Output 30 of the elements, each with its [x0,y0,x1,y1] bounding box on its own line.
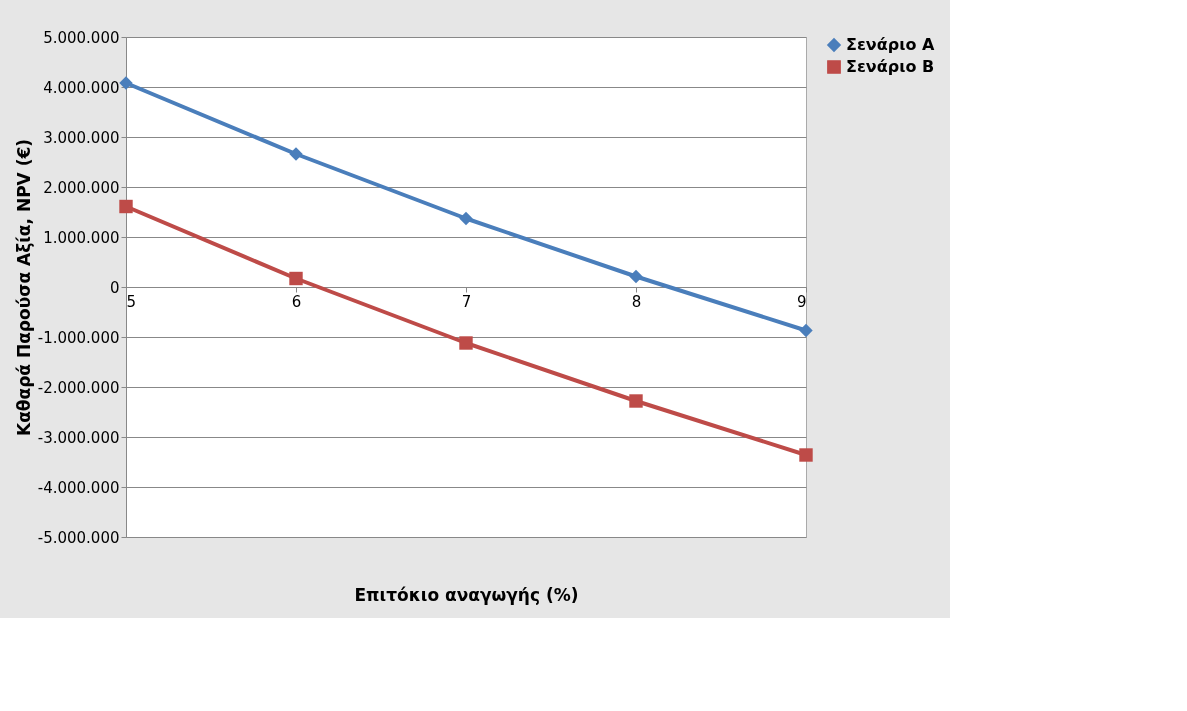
point [799,323,813,338]
y-tick-label: 1.000.000 [43,228,120,247]
y-tick-label: 5.000.000 [43,28,120,47]
y-tick-label: -4.000.000 [37,478,120,497]
x-tick-label: 5 [126,292,137,311]
x-tick-label: 9 [796,292,807,311]
y-tick-label: -1.000.000 [37,328,120,347]
x-tick-label: 6 [291,292,302,311]
x-axis-title: Επιτόκιο αναγωγής (%) [354,584,579,605]
y-tick-label: 3.000.000 [43,128,120,147]
point [119,76,133,90]
point [629,269,643,284]
legend-label: Σενάριο Α [846,35,935,54]
y-tick-label: 4.000.000 [43,78,120,97]
point [289,271,303,286]
point [459,336,473,350]
point [459,211,473,226]
y-tick-label: -5.000.000 [37,528,120,547]
point [799,448,813,462]
y-tick-label: 0 [109,278,120,297]
point [289,147,303,161]
y-tick-label: -3.000.000 [37,428,120,447]
y-tick-label: -2.000.000 [37,378,120,397]
x-tick-label: 7 [461,292,472,311]
point [629,394,643,408]
legend-label: Σενάριο Β [846,57,935,76]
y-tick-label: 2.000.000 [43,178,120,197]
point [119,199,133,214]
x-tick-label: 8 [631,292,642,311]
y-axis-title: Καθαρά Παρούσα Αξία, NPV (€) [13,138,34,437]
